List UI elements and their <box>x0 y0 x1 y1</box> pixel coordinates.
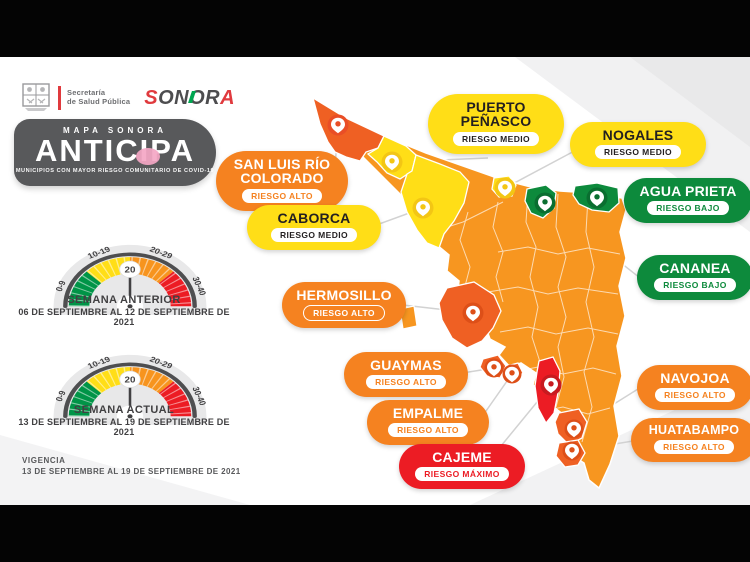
pin-agua-prieta-icon <box>586 187 608 209</box>
pin-guaymas-icon <box>484 358 504 378</box>
vigencia-dates: 13 DE SEPTIEMBRE AL 19 DE SEPTIEMBRE DE … <box>22 467 241 476</box>
gauge-actual-caption: SEMANA ACTUAL 13 DE SEPTIEMBRE AL 19 DE … <box>8 404 240 437</box>
label-puerto-penasco: PUERTO PEÑASCO RIESGO MEDIO <box>428 94 564 154</box>
label-risk-badge: RIESGO ALTO <box>366 375 446 390</box>
label-risk-badge: RIESGO MEDIO <box>452 131 540 146</box>
vigencia-block: VIGENCIA 13 DE SEPTIEMBRE AL 19 DE SEPTI… <box>22 456 241 476</box>
label-city: HERMOSILLO <box>296 287 392 303</box>
label-agua-prieta: AGUA PRIETA RIESGO BAJO <box>624 178 750 224</box>
secretaria-logo-text: Secretaría de Salud Pública <box>67 88 131 106</box>
label-empalme: EMPALME RIESGO ALTO <box>367 400 489 446</box>
label-huatabampo: HUATABAMPO RIESGO ALTO <box>631 418 750 462</box>
label-risk-badge: RIESGO ALTO <box>388 423 468 438</box>
label-city: CAJEME <box>432 449 492 465</box>
pin-cananea-icon <box>534 192 556 214</box>
badge-title: ANTICIPA <box>34 133 196 168</box>
gauge-anterior-title: SEMANA ANTERIOR <box>67 294 181 306</box>
gauge-actual-title: SEMANA ACTUAL <box>73 404 175 416</box>
label-risk-badge: RIESGO BAJO <box>647 201 729 216</box>
vigencia-label: VIGENCIA <box>22 456 66 465</box>
label-city: CANANEA <box>659 260 731 276</box>
gauge-actual-dates: 13 DE SEPTIEMBRE AL 19 DE SEPTIEMBRE DE … <box>18 417 230 437</box>
label-san-luis-rio-colorado: SAN LUIS RÍO COLORADO RIESGO ALTO <box>216 151 348 211</box>
label-guaymas: GUAYMAS RIESGO ALTO <box>344 352 468 398</box>
logo-divider <box>58 86 61 110</box>
label-risk-badge: RIESGO BAJO <box>654 278 736 293</box>
svg-text:0-9: 0-9 <box>53 389 68 402</box>
gauge-semana-actual: 0-9 10-19 20-29 30-40 20 <box>53 354 209 427</box>
map-pins <box>327 114 608 461</box>
gauge-anterior-dates: 06 DE SEPTIEMBRE AL 12 DE SEPTIEMBRE DE … <box>18 307 230 327</box>
gauge-anterior-value: 20 <box>125 265 136 274</box>
label-hermosillo: HERMOSILLO RIESGO ALTO <box>282 282 406 329</box>
label-city: HUATABAMPO <box>648 423 740 437</box>
label-cajeme: CAJEME RIESGO MÁXIMO <box>399 444 525 490</box>
badge-subtitle: MUNICIPIOS CON MAYOR RIESGO COMUNITARIO … <box>15 168 215 174</box>
label-city: EMPALME <box>392 405 464 421</box>
gauge-actual-value: 20 <box>125 375 136 384</box>
label-navojoa: NAVOJOA RIESGO ALTO <box>637 365 750 411</box>
gauge-anterior-caption: SEMANA ANTERIOR 06 DE SEPTIEMBRE AL 12 D… <box>8 294 240 327</box>
label-risk-badge: RIESGO MEDIO <box>270 228 358 243</box>
label-risk-badge: RIESGO ALTO <box>655 388 735 403</box>
label-city: NOGALES <box>602 127 674 143</box>
label-city: SAN LUIS RÍO COLORADO <box>233 156 331 187</box>
pin-navojoa-icon <box>564 419 584 439</box>
label-city: AGUA PRIETA <box>639 183 737 199</box>
pin-caborca-icon <box>412 197 434 219</box>
pin-huatabampo-icon <box>562 441 582 461</box>
label-risk-badge: RIESGO ALTO <box>654 439 734 454</box>
pin-hermosillo-icon <box>462 302 484 324</box>
label-city: NAVOJOA <box>660 370 730 386</box>
pin-puerto-penasco-icon <box>381 151 403 173</box>
label-city: CABORCA <box>277 210 351 226</box>
label-nogales: NOGALES RIESGO MEDIO <box>570 122 706 168</box>
letterbox-bottom <box>0 505 750 562</box>
badge-kicker: MAPA SONORA <box>63 126 167 135</box>
pin-san-luis-icon <box>327 114 349 136</box>
label-risk-badge: RIESGO ALTO <box>242 188 322 203</box>
pin-nogales-icon <box>494 177 516 199</box>
label-city: PUERTO PEÑASCO <box>460 99 532 130</box>
anticipa-badge: MAPA SONORA ANTICIPA MUNICIPIOS CON MAYO… <box>14 119 216 186</box>
label-city: GUAYMAS <box>370 357 442 373</box>
label-caborca: CABORCA RIESGO MEDIO <box>247 205 381 251</box>
gauge-semana-anterior: 0-9 10-19 20-29 30-40 20 <box>53 244 209 317</box>
svg-text:0-9: 0-9 <box>53 279 68 292</box>
region-caborca <box>400 154 470 249</box>
decor-diagonal-bottom-left <box>0 435 250 505</box>
pin-cajeme-icon <box>540 374 562 396</box>
letterbox-top <box>0 0 750 57</box>
label-risk-badge: RIESGO MÁXIMO <box>415 467 509 482</box>
coat-of-arms-icon <box>22 83 50 111</box>
pin-empalme-icon <box>502 364 522 384</box>
label-risk-badge: RIESGO ALTO <box>303 305 385 322</box>
sonora-map <box>311 96 641 490</box>
label-cananea: CANANEA RIESGO BAJO <box>637 255 750 301</box>
label-risk-badge: RIESGO MEDIO <box>594 145 682 160</box>
header-logos: Secretaría de Salud Pública SONORA <box>22 83 235 113</box>
badge-pink-blob <box>136 148 160 165</box>
sonora-wordmark: SONORA <box>144 86 236 109</box>
region-san-luis-rio-colorado <box>311 96 385 162</box>
